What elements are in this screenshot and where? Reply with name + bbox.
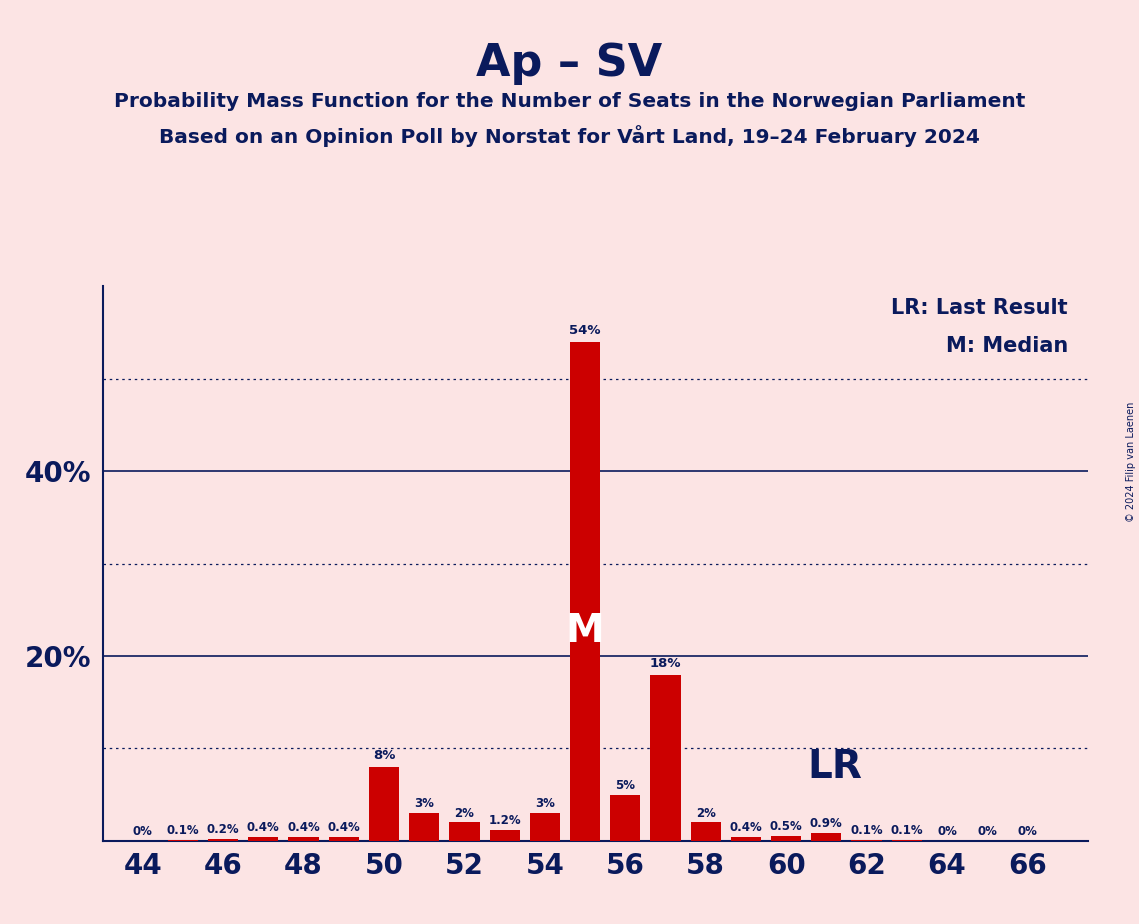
Text: 0%: 0% (133, 825, 153, 838)
Bar (611, 795, 640, 841)
Bar (208, 839, 238, 841)
Text: 0.4%: 0.4% (730, 821, 762, 834)
Text: 18%: 18% (649, 657, 681, 670)
Bar (167, 840, 198, 841)
Text: 0.1%: 0.1% (850, 824, 883, 837)
Bar (530, 813, 560, 841)
Text: 0.4%: 0.4% (327, 821, 360, 834)
Text: Probability Mass Function for the Number of Seats in the Norwegian Parliament: Probability Mass Function for the Number… (114, 92, 1025, 112)
Text: Ap – SV: Ap – SV (476, 42, 663, 85)
Bar (409, 813, 440, 841)
Bar (248, 837, 278, 841)
Bar (490, 830, 519, 841)
Bar (288, 837, 319, 841)
Bar (650, 675, 681, 841)
Text: 2%: 2% (454, 807, 474, 820)
Text: 0.4%: 0.4% (247, 821, 280, 834)
Text: 0%: 0% (937, 825, 957, 838)
Bar (369, 767, 399, 841)
Text: 0.2%: 0.2% (207, 823, 239, 836)
Bar (852, 840, 882, 841)
Bar (450, 822, 480, 841)
Text: 0%: 0% (977, 825, 997, 838)
Text: M: Median: M: Median (945, 336, 1068, 357)
Text: © 2024 Filip van Laenen: © 2024 Filip van Laenen (1126, 402, 1136, 522)
Text: 54%: 54% (570, 324, 601, 337)
Text: LR: LR (806, 748, 862, 786)
Text: 0.1%: 0.1% (166, 824, 199, 837)
Text: 0%: 0% (1017, 825, 1038, 838)
Text: Based on an Opinion Poll by Norstat for Vårt Land, 19–24 February 2024: Based on an Opinion Poll by Norstat for … (159, 125, 980, 147)
Text: 0.4%: 0.4% (287, 821, 320, 834)
Text: M: M (566, 613, 605, 650)
Text: LR: Last Result: LR: Last Result (892, 298, 1068, 318)
Text: 0.5%: 0.5% (770, 821, 803, 833)
Text: 0.1%: 0.1% (891, 824, 923, 837)
Text: 2%: 2% (696, 807, 715, 820)
Bar (329, 837, 359, 841)
Text: 3%: 3% (535, 797, 555, 810)
Bar (811, 833, 842, 841)
Text: 0.9%: 0.9% (810, 817, 843, 830)
Bar (570, 342, 600, 841)
Bar (690, 822, 721, 841)
Bar (771, 836, 801, 841)
Bar (731, 837, 761, 841)
Text: 8%: 8% (372, 749, 395, 762)
Text: 3%: 3% (415, 797, 434, 810)
Text: 5%: 5% (615, 779, 636, 792)
Text: 1.2%: 1.2% (489, 814, 521, 827)
Bar (892, 840, 921, 841)
